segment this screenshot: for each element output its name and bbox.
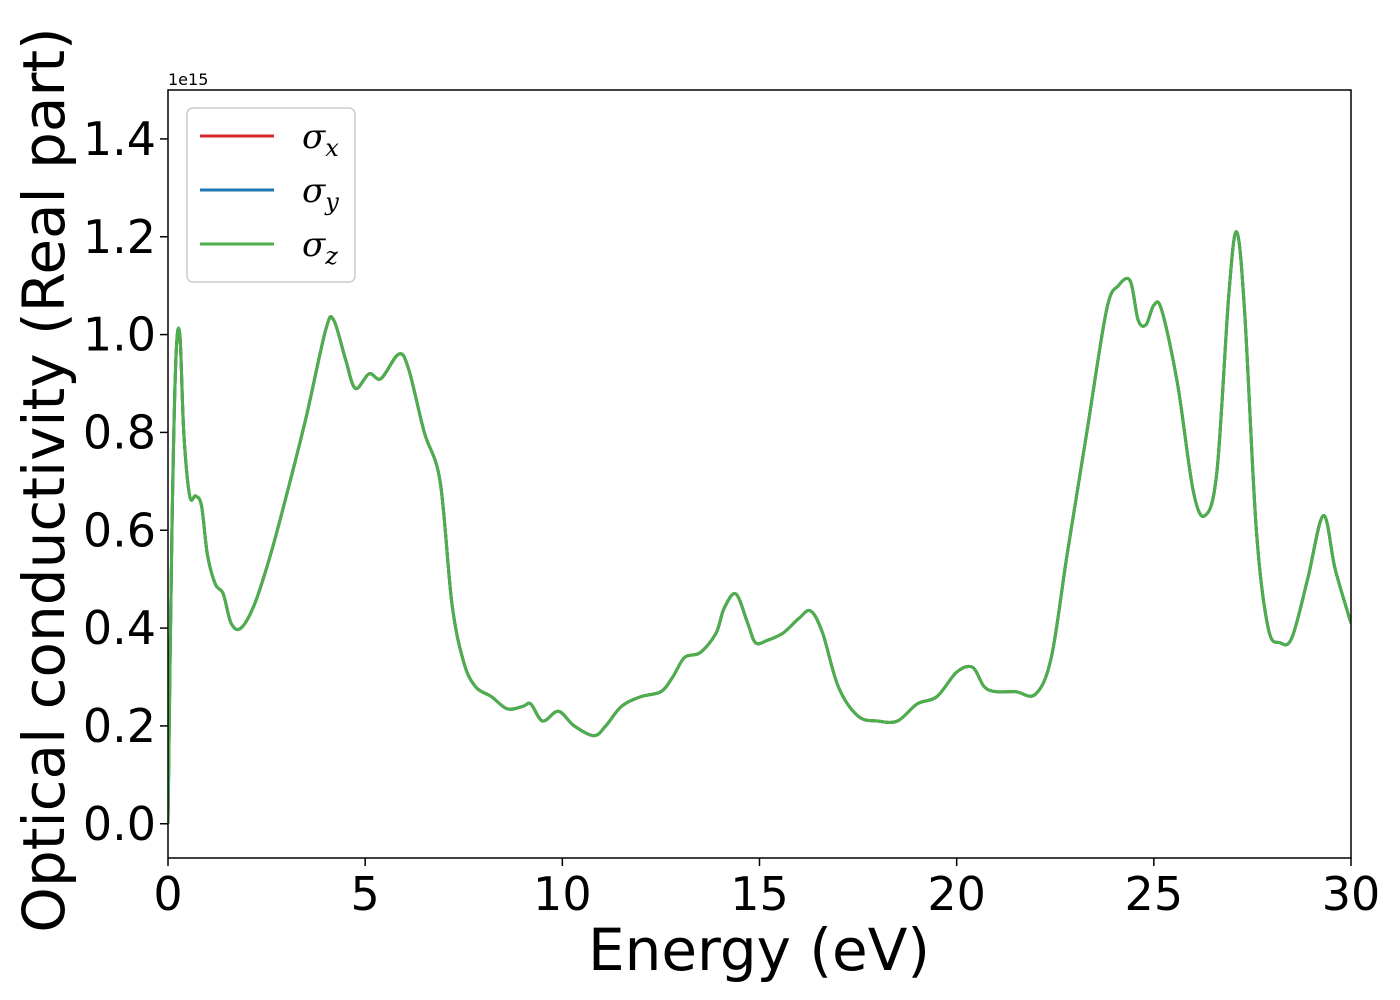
x-tick-label: 15 (730, 867, 789, 921)
y-axis-title: Optical conductivity (Real part) (10, 27, 78, 932)
y-tick-label: 0.6 (83, 503, 156, 557)
y-tick-label: 0.8 (83, 405, 156, 459)
x-axis: 0 5 10 15 20 25 30 (153, 858, 1380, 921)
x-tick-label: 10 (533, 867, 592, 921)
x-tick-label: 25 (1125, 867, 1184, 921)
legend: σx σy σz (186, 107, 356, 283)
x-axis-title: Energy (eV) (588, 916, 930, 984)
legend-label-y: σy (302, 171, 339, 216)
y-tick-label: 1.4 (83, 112, 156, 166)
series-line-z (168, 230, 1351, 824)
y-tick-label: 0.0 (83, 797, 156, 851)
x-tick-label: 30 (1322, 867, 1381, 921)
legend-box (186, 107, 356, 283)
legend-label-z: σz (302, 225, 338, 270)
y-offset-label: 1e15 (168, 70, 208, 89)
y-tick-label: 0.4 (83, 601, 156, 655)
y-axis: 0.0 0.2 0.4 0.6 0.8 1.0 1.2 1.4 (83, 112, 168, 851)
x-tick-label: 5 (351, 867, 380, 921)
y-tick-label: 0.2 (83, 699, 156, 753)
y-tick-label: 1.0 (83, 308, 156, 362)
x-tick-label: 20 (927, 867, 986, 921)
y-tick-label: 1.2 (83, 210, 156, 264)
series-line-y (168, 230, 1351, 824)
series-line-x (168, 230, 1351, 824)
legend-label-x: σx (302, 117, 339, 162)
series-layer (168, 230, 1351, 824)
x-tick-label: 0 (153, 867, 182, 921)
